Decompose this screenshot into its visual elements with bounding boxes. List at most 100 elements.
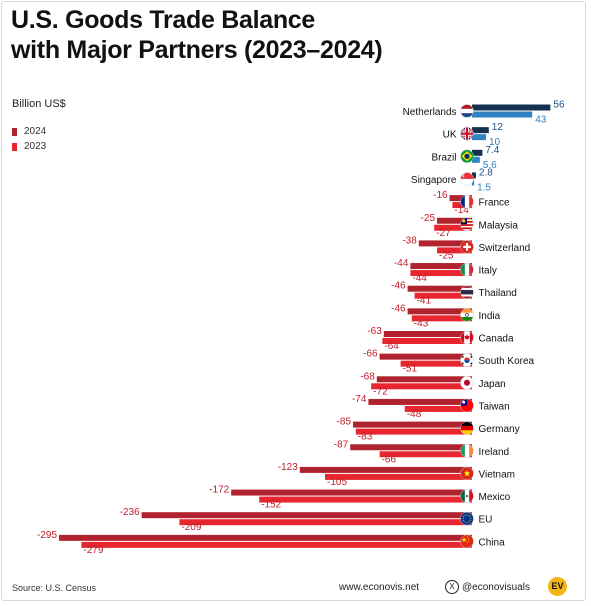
country-label-germany: Germany: [479, 424, 520, 435]
value-label-2023-china: -279: [83, 545, 103, 556]
country-label-mexico: Mexico: [479, 492, 511, 503]
country-label-taiwan: Taiwan: [479, 401, 510, 412]
row-south-korea: -66 -51 South Korea: [363, 349, 534, 375]
flag-italy-icon: [460, 262, 474, 277]
value-label-2024-netherlands: 56: [553, 100, 565, 111]
legend: 2024 2023: [12, 124, 46, 154]
value-label-2024-ireland: -87: [334, 439, 349, 450]
row-ireland: -87 -66 Ireland: [334, 439, 509, 465]
row-switzerland: -38 -25 Switzerland: [402, 235, 530, 261]
country-label-switzerland: Switzerland: [479, 243, 531, 254]
value-label-2023-malaysia: -27: [436, 228, 451, 239]
country-label-thailand: Thailand: [479, 288, 517, 299]
value-label-2023-japan: -72: [373, 386, 388, 397]
row-japan: -68 -72 Japan: [360, 371, 505, 397]
bar-2023-japan: [371, 383, 472, 390]
bar-2023-italy: [410, 270, 472, 277]
row-italy: -44-44 Italy: [394, 258, 497, 284]
bar-2024-india: [407, 308, 472, 315]
value-label-2023-thailand: -41: [417, 296, 432, 307]
flag-canada-icon: [460, 330, 474, 345]
country-label-netherlands: Netherlands: [403, 107, 457, 118]
bar-2023-brazil: [472, 156, 480, 163]
chart-title: U.S. Goods Trade Balance with Major Part…: [11, 5, 383, 65]
flag-japan-icon: [460, 376, 474, 390]
value-label-2024-france: -16: [433, 190, 448, 201]
row-malaysia: -25-27 Malaysia: [421, 213, 519, 239]
bar-2024-south-korea: [379, 353, 472, 360]
value-label-2024-taiwan: -74: [352, 394, 367, 405]
bar-2024-singapore: [472, 172, 476, 179]
country-label-south-korea: South Korea: [479, 356, 535, 367]
value-label-2023-brazil: 5.6: [483, 160, 497, 171]
value-label-2023-eu: -209: [181, 522, 201, 533]
flag-china-icon: [460, 534, 474, 549]
row-india: -46 -43 India: [391, 303, 500, 329]
value-label-2024-germany: -85: [337, 417, 352, 428]
bar-2024-switzerland: [418, 240, 472, 247]
flag-thailand-icon: [460, 285, 474, 299]
bar-2024-uk: [472, 127, 489, 134]
value-label-2023-germany: -83: [358, 432, 373, 443]
value-label-2024-south-korea: -66: [363, 349, 378, 360]
bar-2024-thailand: [407, 285, 472, 292]
chart-title-line-2: with Major Partners (2023–2024): [11, 36, 383, 64]
value-label-2024-china: -295: [37, 530, 57, 541]
value-label-2024-mexico: -172: [209, 485, 229, 496]
row-canada: -63-64 Canada: [367, 326, 514, 352]
flag-brazil-icon: [460, 149, 474, 164]
source-note: Source: U.S. Census: [12, 583, 97, 593]
bar-2023-thailand: [414, 292, 472, 299]
chart-title-line-1: U.S. Goods Trade Balance: [11, 6, 316, 34]
value-label-2024-singapore: 2.8: [479, 167, 493, 178]
value-label-2024-vietnam: -123: [278, 462, 298, 473]
flag-vietnam-icon: [460, 466, 474, 481]
row-brazil: 7.4 5.6 Brazil: [431, 145, 499, 171]
website-link[interactable]: www.econovis.net: [339, 582, 420, 593]
country-label-brazil: Brazil: [431, 152, 456, 163]
row-china: -295 -279 China: [37, 530, 505, 556]
row-eu: -236 -209 EU: [120, 507, 493, 533]
bar-2023-canada: [382, 338, 472, 344]
bar-2023-eu: [179, 519, 472, 526]
country-label-japan: Japan: [479, 379, 506, 390]
econovis-logo-icon: EV: [548, 577, 567, 596]
bar-2023-switzerland: [437, 247, 472, 254]
row-singapore: 2.8 1.5 Singapore: [411, 167, 493, 193]
social-handle[interactable]: @econovisuals: [462, 582, 530, 593]
value-label-2023-ireland: -66: [382, 454, 397, 465]
bar-2023-vietnam: [325, 473, 472, 480]
value-label-2023-netherlands: 43: [535, 115, 547, 126]
bar-2023-germany: [355, 428, 472, 435]
flag-germany-icon: [460, 421, 474, 435]
value-label-2024-brazil: 7.4: [485, 145, 499, 156]
value-label-2024-canada: -63: [367, 326, 382, 337]
row-uk: 12 10 UK: [443, 122, 504, 148]
bar-2024-italy: [410, 263, 472, 270]
bar-2024-mexico: [231, 489, 472, 496]
legend-label-2024: 2024: [24, 126, 47, 137]
bar-2024-france: [449, 195, 472, 202]
country-label-china: China: [479, 537, 506, 548]
legend-item-2023: 2023: [12, 139, 46, 154]
value-label-2024-india: -46: [391, 303, 406, 314]
country-label-singapore: Singapore: [411, 175, 457, 186]
bar-2024-taiwan: [368, 398, 472, 405]
value-label-2023-taiwan: -48: [407, 409, 422, 420]
bar-2024-ireland: [350, 444, 472, 451]
bar-2024-vietnam: [299, 466, 472, 473]
flag-malaysia-icon: [460, 217, 474, 231]
value-label-2023-singapore: 1.5: [477, 182, 491, 193]
x-logo-icon: X: [445, 580, 459, 594]
flag-taiwan-icon: [460, 398, 474, 413]
flag-switzerland-icon: [460, 240, 474, 254]
bar-2023-india: [411, 315, 472, 322]
bar-2024-brazil: [472, 149, 483, 156]
flag-south-korea-icon: [460, 353, 474, 367]
bar-2023-netherlands: [472, 111, 533, 118]
flag-netherlands-icon: [460, 104, 474, 118]
flag-mexico-icon: [460, 489, 474, 503]
country-label-malaysia: Malaysia: [479, 220, 519, 231]
legend-label-2023: 2023: [24, 141, 47, 152]
value-label-2023-canada: -64: [384, 341, 399, 352]
